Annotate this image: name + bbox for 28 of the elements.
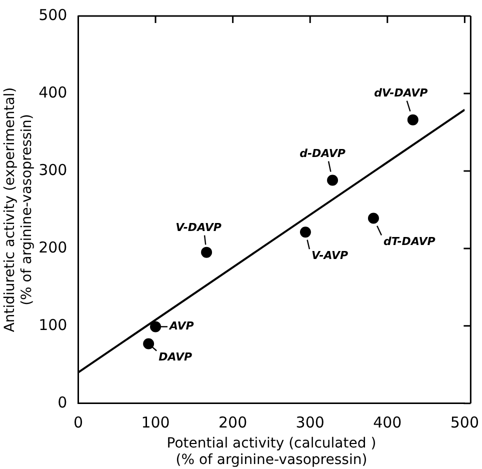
x-tick-label: 300 — [296, 413, 324, 432]
point — [368, 212, 379, 224]
annotation: d-DAVP — [300, 147, 346, 160]
annotation: AVP — [168, 320, 194, 333]
annotation: V-DAVP — [176, 221, 222, 234]
x-tick-label: 0 — [73, 413, 84, 432]
x-tick-label: 100 — [141, 413, 170, 432]
y-tick-label: 300 — [38, 160, 68, 179]
y-tick-label: 100 — [38, 316, 68, 334]
x-tick-label: 400 — [373, 413, 402, 432]
x-tick-label: 500 — [450, 413, 480, 432]
y-tick-label: 500 — [38, 6, 68, 24]
y-tick-label: 0 — [58, 393, 68, 412]
annotation: DAVP — [158, 350, 192, 364]
point — [407, 114, 418, 126]
y-axis-title: Antidiuretic activity (experimental) (% of arginine-vasopressin) — [2, 87, 35, 332]
y-tick-label: 400 — [38, 83, 68, 102]
x-tick-label: 200 — [218, 413, 248, 432]
point — [201, 246, 212, 258]
annotation: dT-DAVP — [383, 235, 436, 248]
point — [327, 174, 338, 186]
x-axis-title: Potential activity (calculated ) (% of arginine-vasopressin) — [166, 435, 376, 468]
point — [150, 321, 162, 332]
y-tick-label: 200 — [38, 238, 68, 256]
point — [300, 226, 311, 238]
annotation: dV-DAVP — [374, 86, 428, 100]
point — [143, 338, 154, 350]
annotation: V-AVP — [311, 249, 348, 262]
